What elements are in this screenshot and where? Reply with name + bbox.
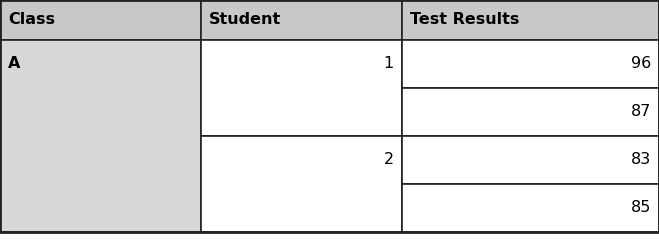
Text: 85: 85	[631, 200, 651, 215]
Text: Test Results: Test Results	[410, 13, 519, 28]
Text: A: A	[8, 57, 20, 72]
Bar	[0, 40, 201, 232]
Bar	[402, 184, 659, 232]
Bar	[201, 0, 402, 40]
Bar	[201, 40, 402, 136]
Text: 87: 87	[631, 105, 651, 120]
Text: 83: 83	[631, 153, 651, 168]
Text: Student: Student	[209, 13, 281, 28]
Bar	[402, 40, 659, 88]
Text: Class: Class	[8, 13, 55, 28]
Bar	[402, 0, 659, 40]
Bar	[201, 136, 402, 232]
Text: 2: 2	[384, 153, 394, 168]
Text: 1: 1	[384, 57, 394, 72]
Bar	[402, 136, 659, 184]
Text: 96: 96	[631, 57, 651, 72]
Bar	[402, 88, 659, 136]
Bar	[0, 0, 201, 40]
